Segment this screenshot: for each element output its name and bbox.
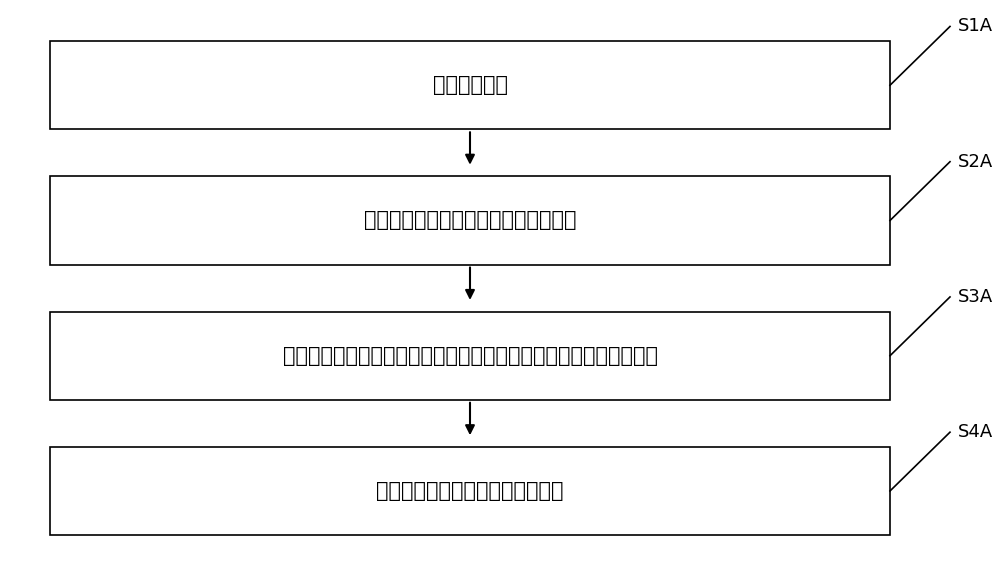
FancyBboxPatch shape — [50, 176, 890, 265]
Text: 根据视盘区域的中心点的位置和视杯区域的中心点的位置确定平均点: 根据视盘区域的中心点的位置和视杯区域的中心点的位置确定平均点 — [283, 346, 658, 366]
Text: 获取眼底图像: 获取眼底图像 — [432, 75, 508, 95]
FancyBboxPatch shape — [50, 312, 890, 400]
Text: S4A: S4A — [958, 423, 993, 441]
Text: S3A: S3A — [958, 288, 993, 306]
Text: S2A: S2A — [958, 153, 993, 171]
Text: 在眼底图像中识别视盘区域和视杯区域: 在眼底图像中识别视盘区域和视杯区域 — [364, 211, 576, 230]
Text: S1A: S1A — [958, 18, 993, 35]
Text: 基于平均点的位置确定盘沿宽度值: 基于平均点的位置确定盘沿宽度值 — [376, 481, 564, 501]
FancyBboxPatch shape — [50, 41, 890, 129]
FancyBboxPatch shape — [50, 447, 890, 535]
